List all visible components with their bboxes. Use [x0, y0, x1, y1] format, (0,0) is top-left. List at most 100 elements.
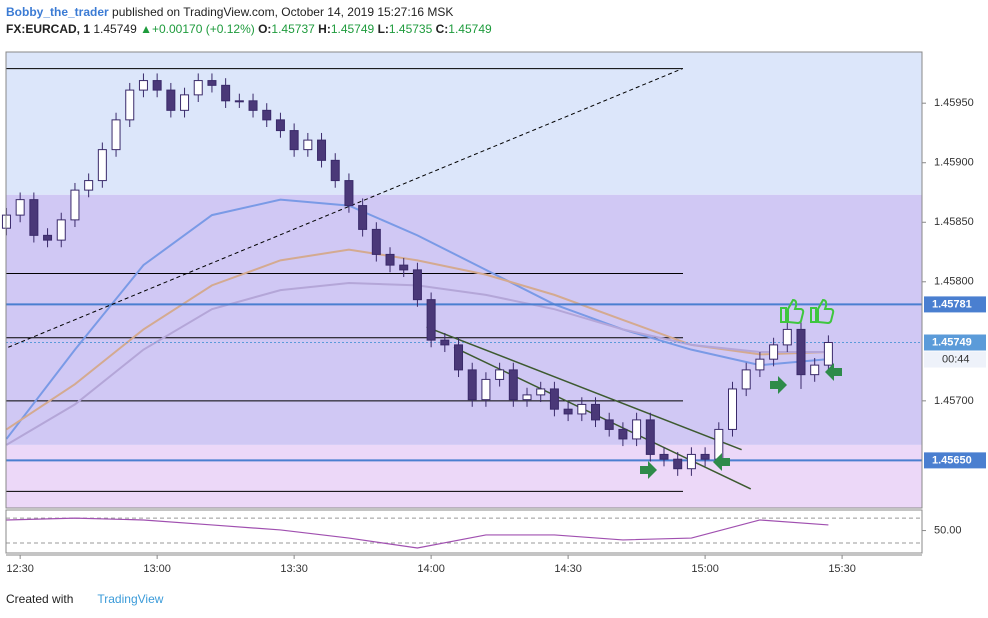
candle-body — [467, 369, 477, 401]
x-tick-label: 15:30 — [828, 563, 856, 575]
price-label: 1.45749 — [932, 336, 972, 348]
candle-body — [508, 369, 518, 401]
zone — [6, 444, 922, 508]
candle-body — [330, 159, 340, 182]
candle-body — [152, 80, 162, 91]
candle-body — [84, 180, 94, 191]
footer-text: Created with — [6, 592, 74, 606]
candle-body — [262, 109, 272, 121]
chart: 1.45950 1.45900 1.45850 1.45800 1.45700 12:30… — [1, 51, 986, 575]
y-tick-label: 1.45900 — [934, 157, 974, 169]
x-tick-label: 12:30 — [6, 563, 34, 575]
osc-tick-label: 50.00 — [934, 524, 962, 536]
countdown: 00:44 — [942, 353, 970, 365]
candle-body — [700, 453, 710, 460]
candle-body — [385, 253, 395, 266]
o: 1.45737 — [271, 22, 315, 36]
candle-body — [823, 342, 833, 366]
candle-body — [686, 453, 696, 470]
footer: Created with TradingView — [6, 592, 163, 606]
candle-body — [97, 149, 107, 182]
candle-body — [741, 369, 751, 390]
candle-body — [481, 378, 491, 401]
arrow-icon — [770, 376, 787, 394]
candle-body — [180, 94, 190, 111]
thumb-icon — [810, 298, 835, 325]
price-label: 1.45650 — [932, 454, 972, 466]
candle-body — [207, 80, 217, 86]
price-label: 1.45781 — [932, 298, 972, 310]
candle-body — [29, 199, 39, 236]
last: 1.45749 — [93, 22, 137, 36]
c-label: C: — [435, 22, 449, 36]
candle-body — [399, 264, 409, 271]
candle-body — [577, 403, 587, 415]
candle-body — [591, 403, 601, 421]
osc-frame — [5, 509, 923, 554]
candle-body — [15, 199, 25, 216]
candle-body — [755, 358, 765, 371]
oscillator-line — [6, 517, 829, 549]
candle-body — [303, 139, 313, 151]
candle-body — [43, 234, 53, 241]
arrow-icon — [713, 453, 730, 471]
candle-body — [426, 299, 436, 341]
trendline — [8, 68, 683, 348]
thumb-icon — [780, 298, 805, 325]
candle-body — [727, 388, 737, 430]
background — [6, 52, 922, 508]
candle-body — [221, 84, 231, 102]
author[interactable]: Bobby_the_trader — [6, 5, 109, 19]
x-tick-label: 13:00 — [143, 563, 171, 575]
c: 1.45749 — [448, 22, 492, 36]
candle-body — [563, 408, 573, 415]
arrow-icon — [640, 461, 657, 479]
candle-body — [632, 419, 642, 440]
candle-body — [522, 394, 532, 401]
candle-body — [782, 328, 792, 346]
brand[interactable]: TradingView — [97, 592, 164, 606]
candle-body — [536, 388, 546, 396]
candle-body — [111, 119, 121, 151]
zone — [6, 194, 922, 445]
candle-body — [645, 419, 655, 455]
moving-average — [5, 198, 829, 440]
candle-body — [166, 89, 176, 111]
published: published on TradingView.com, October 14… — [112, 5, 454, 19]
candle-body — [659, 453, 669, 460]
candle-body — [193, 80, 203, 96]
x-tick-label: 13:30 — [280, 563, 308, 575]
candle-body — [248, 100, 258, 111]
candle-body — [769, 344, 779, 360]
h-label: H: — [318, 22, 331, 36]
arrow-icon — [825, 363, 842, 381]
y-tick-label: 1.45800 — [934, 276, 974, 288]
candle-body — [495, 369, 505, 380]
y-tick-label: 1.45850 — [934, 216, 974, 228]
candle-body — [618, 428, 628, 440]
candle-body — [412, 269, 422, 301]
price-label-box — [924, 296, 986, 313]
candle-body — [56, 219, 66, 241]
l-label: L: — [377, 22, 389, 36]
candle-body — [234, 100, 244, 103]
publish-line: Bobby_the_trader published on TradingVie… — [6, 4, 492, 21]
candle-body — [549, 388, 559, 410]
x-tick-label: 14:00 — [417, 563, 445, 575]
candle-body — [344, 180, 354, 207]
candle-body — [371, 228, 381, 255]
o-label: O: — [258, 22, 272, 36]
candle-body — [289, 130, 299, 151]
candle-body — [810, 364, 820, 376]
x-tick-label: 15:00 — [691, 563, 719, 575]
change: +0.00170 (+0.12%) — [151, 22, 255, 36]
zone — [6, 52, 922, 195]
x-tick-label: 14:30 — [554, 563, 582, 575]
h: 1.45749 — [330, 22, 375, 36]
plot-frame — [5, 51, 923, 509]
icons — [640, 298, 842, 479]
candle-body — [125, 89, 135, 121]
candle-body — [138, 80, 148, 91]
candle-body — [673, 458, 683, 470]
